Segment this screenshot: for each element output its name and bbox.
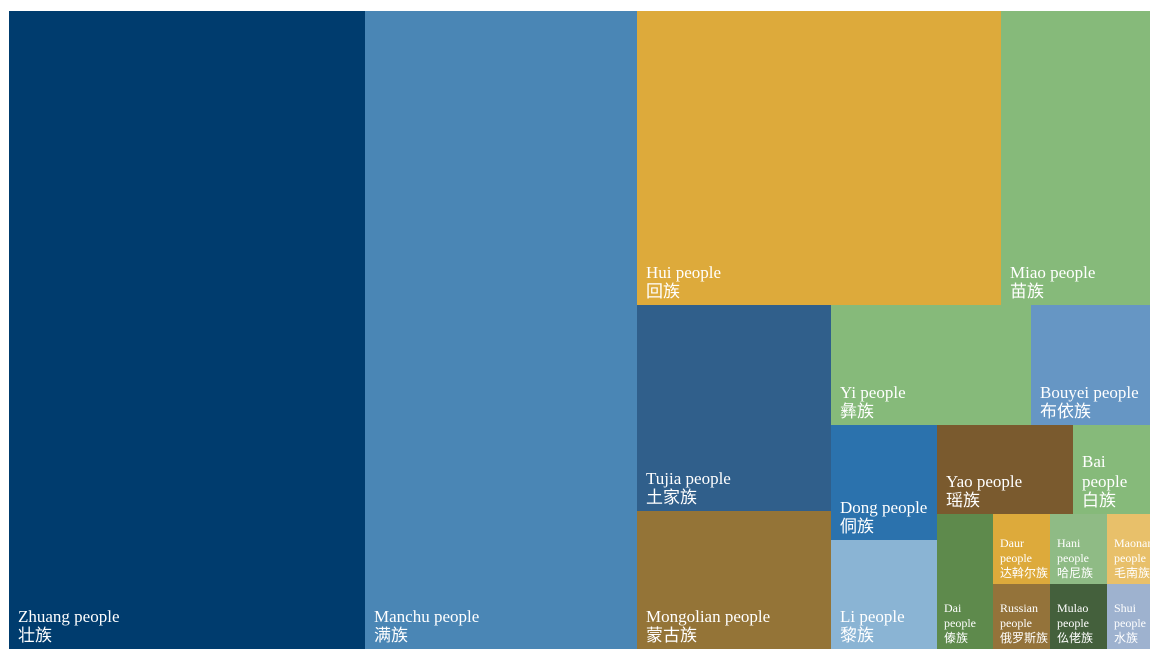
tile-label-zh: 侗族 [840,516,874,536]
tile-shui-people[interactable]: Shui people 水族 [1107,584,1150,649]
tile-hui-people[interactable]: Hui people 回族 [637,11,1001,305]
tile-label-zh: 水族 [1114,631,1139,645]
tile-label-zh: 黎族 [840,625,874,645]
tile-mulao-people[interactable]: Mulao people 仫佬族 [1050,584,1107,649]
tile-label-zh: 布依族 [1040,401,1091,421]
tile-label-en: Yi people [840,382,906,402]
tile-label: Dong people 侗族 [840,498,927,536]
tile-label-zh: 蒙古族 [646,625,697,645]
tile-label: Hani people 哈尼族 [1057,536,1107,581]
tile-manchu-people[interactable]: Manchu people 满族 [365,11,637,649]
tile-tujia-people[interactable]: Tujia people 土家族 [637,305,831,511]
tile-label: Bouyei people 布依族 [1040,383,1139,421]
tile-label: Mulao people 仫佬族 [1057,601,1107,646]
tile-label: Yao people 瑶族 [946,472,1022,510]
tile-label: Yi people 彝族 [840,383,906,421]
tile-label: Maonan people 毛南族 [1114,536,1150,581]
tile-label: Daur people 达斡尔族 [1000,536,1050,581]
tile-label: Manchu people 满族 [374,607,479,645]
tile-bouyei-people[interactable]: Bouyei people 布依族 [1031,305,1150,425]
tile-maonan-people[interactable]: Maonan people 毛南族 [1107,514,1150,584]
tile-li-people[interactable]: Li people 黎族 [831,540,937,649]
tile-label-en: Tujia people [646,468,731,488]
tile-bai-people[interactable]: Bai people 白族 [1073,425,1150,514]
tile-label-zh: 仫佬族 [1057,631,1094,645]
tile-label-en: Bai people [1082,452,1128,491]
tile-label-zh: 瑶族 [946,490,980,510]
tile-yi-people[interactable]: Yi people 彝族 [831,305,1031,425]
tile-label-zh: 达斡尔族 [1000,566,1049,580]
tile-daur-people[interactable]: Daur people 达斡尔族 [993,514,1050,584]
tile-label: Li people 黎族 [840,607,905,645]
tile-label-en: Yao people [946,471,1023,491]
tile-label-en: Hani people [1057,536,1089,565]
tile-dong-people[interactable]: Dong people 侗族 [831,425,937,540]
tile-label-zh: 哈尼族 [1057,566,1094,580]
tile-label-en: Mongolian people [646,606,771,626]
tile-label: Miao people 苗族 [1010,263,1095,301]
tile-label-en: Dong people [840,497,928,517]
tile-label-en: Miao people [1010,262,1096,282]
tile-label-en: Russian people [1000,601,1039,630]
tile-label-en: Bouyei people [1040,382,1139,402]
tile-label: Bai people 白族 [1082,452,1150,510]
tile-zhuang-people[interactable]: Zhuang people 壮族 [9,11,365,649]
tile-label: Russian people 俄罗斯族 [1000,601,1050,646]
tile-label-en: Shui people [1114,601,1146,630]
tile-russian-people[interactable]: Russian people 俄罗斯族 [993,584,1050,649]
tile-label-en: Li people [840,606,905,626]
tile-dai-people[interactable]: Dai people 傣族 [937,514,993,649]
tile-label-en: Hui people [646,262,722,282]
tile-yao-people[interactable]: Yao people 瑶族 [937,425,1073,514]
tile-label-zh: 毛南族 [1114,566,1150,580]
tile-label-en: Zhuang people [18,606,120,626]
tile-label-en: Mulao people [1057,601,1089,630]
tile-mongolian-people[interactable]: Mongolian people 蒙古族 [637,511,831,649]
tile-label-zh: 彝族 [840,401,874,421]
tile-hani-people[interactable]: Hani people 哈尼族 [1050,514,1107,584]
tile-label: Mongolian people 蒙古族 [646,607,770,645]
tile-label-zh: 傣族 [944,631,969,645]
tile-label-zh: 壮族 [18,625,52,645]
tile-label-en: Manchu people [374,606,480,626]
tile-label: Shui people 水族 [1114,601,1150,646]
tile-label-zh: 土家族 [646,487,697,507]
tile-label-en: Dai people [944,601,976,630]
tile-label-zh: 满族 [374,625,408,645]
tile-label: Dai people 傣族 [944,601,993,646]
tile-miao-people[interactable]: Miao people 苗族 [1001,11,1150,305]
tile-label: Zhuang people 壮族 [18,607,120,645]
tile-label-zh: 回族 [646,281,680,301]
tile-label: Tujia people 土家族 [646,469,731,507]
tile-label-zh: 白族 [1082,490,1116,510]
tile-label-en: Daur people [1000,536,1032,565]
tile-label-en: Maonan people [1114,536,1150,565]
tile-label-zh: 苗族 [1010,281,1044,301]
tile-label-zh: 俄罗斯族 [1000,631,1049,645]
tile-label: Hui people 回族 [646,263,721,301]
